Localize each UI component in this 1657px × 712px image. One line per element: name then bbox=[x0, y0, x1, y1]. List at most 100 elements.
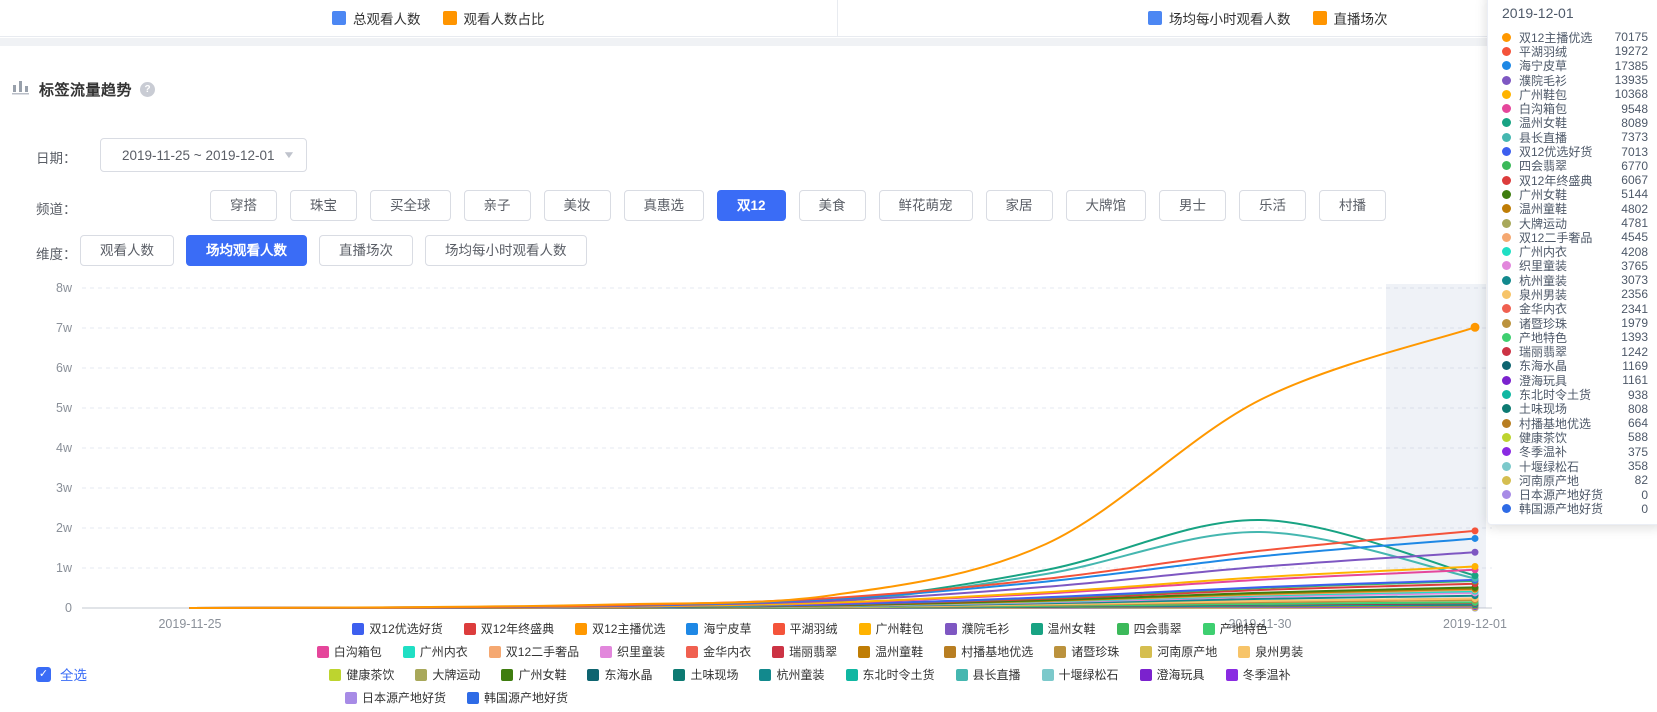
legend-item-韩国源产地好货[interactable]: 韩国源产地好货 bbox=[467, 689, 568, 706]
channel-button-买全球[interactable]: 买全球 bbox=[370, 190, 451, 221]
legend-item-广州内衣[interactable]: 广州内衣 bbox=[402, 643, 468, 660]
tooltip-series-name: 平湖羽绒 bbox=[1519, 44, 1568, 59]
legend-item-温州女鞋[interactable]: 温州女鞋 bbox=[1030, 620, 1096, 637]
legend-item-双12年终盛典[interactable]: 双12年终盛典 bbox=[463, 620, 554, 637]
channel-filter-label: 频道： bbox=[36, 202, 77, 217]
tooltip-series-value: 2341 bbox=[1621, 301, 1648, 316]
checkbox-check-icon[interactable]: ✓ bbox=[36, 666, 51, 682]
series-dot bbox=[1502, 504, 1511, 514]
tooltip-series-value: 7013 bbox=[1621, 144, 1648, 159]
legend-item-东北时令土货[interactable]: 东北时令土货 bbox=[845, 666, 935, 683]
channel-button-亲子[interactable]: 亲子 bbox=[463, 190, 531, 221]
legend-item-十堰绿松石[interactable]: 十堰绿松石 bbox=[1041, 666, 1119, 683]
legend-item-广州女鞋[interactable]: 广州女鞋 bbox=[501, 666, 566, 683]
dimension-button-场均观看人数[interactable]: 场均观看人数 bbox=[186, 235, 307, 266]
channel-button-男士[interactable]: 男士 bbox=[1159, 190, 1227, 221]
legend-item-产地特色[interactable]: 产地特色 bbox=[1202, 620, 1268, 637]
legend-item-双12主播优选[interactable]: 双12主播优选 bbox=[575, 620, 665, 637]
legend-item-土味现场[interactable]: 土味现场 bbox=[673, 666, 738, 683]
help-icon[interactable]: ? bbox=[140, 81, 156, 97]
channel-button-家居[interactable]: 家居 bbox=[985, 190, 1053, 221]
tooltip-row: 十堰绿松石 358 bbox=[1502, 459, 1648, 474]
legend-item[interactable]: 观看人数占比 bbox=[442, 8, 545, 28]
legend-item-双12优选好货[interactable]: 双12优选好货 bbox=[352, 620, 443, 637]
tooltip-series-name: 广州女鞋 bbox=[1519, 187, 1568, 202]
series-dot bbox=[1502, 289, 1511, 299]
legend-swatch bbox=[1148, 11, 1162, 25]
channel-button-穿搭[interactable]: 穿搭 bbox=[210, 190, 277, 221]
legend-item[interactable]: 直播场次 bbox=[1312, 8, 1388, 28]
legend-label: 广州女鞋 bbox=[518, 668, 567, 682]
tooltip-series-value: 1979 bbox=[1621, 316, 1648, 331]
legend-label: 冬季温补 bbox=[1242, 668, 1291, 682]
legend-item-四会翡翠[interactable]: 四会翡翠 bbox=[1116, 620, 1182, 637]
legend-swatch bbox=[1116, 622, 1129, 635]
legend-item-诸暨珍珠[interactable]: 诸暨珍珠 bbox=[1054, 643, 1119, 660]
legend-item-广州鞋包[interactable]: 广州鞋包 bbox=[858, 620, 924, 637]
legend-item-白沟箱包[interactable]: 白沟箱包 bbox=[316, 643, 382, 660]
channel-button-美妆[interactable]: 美妆 bbox=[543, 190, 611, 221]
legend-item-织里童装[interactable]: 织里童装 bbox=[600, 643, 665, 660]
tooltip-series-name: 诸暨珍珠 bbox=[1519, 316, 1568, 331]
dimension-button-直播场次[interactable]: 直播场次 bbox=[319, 235, 413, 266]
legend-item-平湖羽绒[interactable]: 平湖羽绒 bbox=[772, 620, 838, 637]
series-dot bbox=[1502, 304, 1511, 314]
channel-button-双12[interactable]: 双12 bbox=[717, 190, 786, 221]
tooltip-series-name: 杭州童装 bbox=[1519, 273, 1568, 288]
legend-item-瑞丽翡翠[interactable]: 瑞丽翡翠 bbox=[772, 643, 837, 660]
legend-item-县长直播[interactable]: 县长直播 bbox=[955, 666, 1021, 683]
legend-item-温州童鞋[interactable]: 温州童鞋 bbox=[858, 643, 923, 660]
channel-button-真惠选[interactable]: 真惠选 bbox=[623, 190, 704, 221]
legend-item-日本源产地好货[interactable]: 日本源产地好货 bbox=[345, 689, 446, 706]
select-all-checkbox[interactable]: ✓ 全选 bbox=[36, 664, 87, 684]
legend-item-海宁皮草[interactable]: 海宁皮草 bbox=[686, 620, 752, 637]
series-dot bbox=[1502, 46, 1511, 56]
legend-label: 杭州童装 bbox=[776, 668, 825, 682]
legend-item-双12二手奢品[interactable]: 双12二手奢品 bbox=[488, 643, 579, 660]
tooltip-row: 健康茶饮 588 bbox=[1502, 430, 1648, 445]
legend-item-澄海玩具[interactable]: 澄海玩具 bbox=[1139, 666, 1205, 683]
legend-item-村播基地优选[interactable]: 村播基地优选 bbox=[944, 643, 1033, 660]
channel-button-大牌馆[interactable]: 大牌馆 bbox=[1065, 190, 1147, 221]
dimension-button-观看人数[interactable]: 观看人数 bbox=[80, 235, 174, 266]
tooltip-series-value: 4545 bbox=[1621, 230, 1648, 245]
legend-item-河南原产地[interactable]: 河南原产地 bbox=[1140, 643, 1217, 660]
tooltip-row: 海宁皮草 17385 bbox=[1502, 59, 1648, 73]
legend-swatch bbox=[1041, 668, 1054, 681]
series-dot bbox=[1502, 275, 1511, 285]
legend-item-冬季温补[interactable]: 冬季温补 bbox=[1225, 666, 1291, 683]
date-range-select[interactable]: 2019-11-25 ~ 2019-12-01 ▼ bbox=[100, 138, 307, 172]
series-line-双12主播优选[interactable] bbox=[189, 326, 1476, 609]
legend-item-大牌运动[interactable]: 大牌运动 bbox=[415, 666, 480, 683]
select-all-label[interactable]: 全选 bbox=[60, 668, 87, 683]
tooltip-series-name: 四会翡翠 bbox=[1519, 159, 1568, 174]
tooltip-row: 土味现场 808 bbox=[1502, 402, 1648, 416]
channel-button-村播[interactable]: 村播 bbox=[1319, 190, 1387, 221]
line-chart[interactable]: 0 1w 2w 3w 4w 5w 6w 7w 8w 2019-11-25 2019-11-30 201… bbox=[0, 278, 1520, 640]
legend-label: 温州女鞋 bbox=[1047, 622, 1096, 636]
tooltip-series-value: 375 bbox=[1627, 444, 1648, 459]
series-dot bbox=[1502, 390, 1511, 400]
channel-button-美食[interactable]: 美食 bbox=[798, 190, 866, 221]
series-dot bbox=[1502, 189, 1511, 199]
series-dot bbox=[1502, 61, 1511, 71]
legend-item[interactable]: 场均每小时观看人数 bbox=[1148, 8, 1291, 28]
channel-button-珠宝[interactable]: 珠宝 bbox=[290, 190, 357, 221]
channel-button-乐活[interactable]: 乐活 bbox=[1239, 190, 1307, 221]
legend-item[interactable]: 总观看人数 bbox=[332, 8, 421, 28]
tooltip-series-name: 大牌运动 bbox=[1519, 216, 1568, 231]
legend-item-东海水晶[interactable]: 东海水晶 bbox=[587, 666, 652, 683]
legend-item-泉州男装[interactable]: 泉州男装 bbox=[1238, 643, 1303, 660]
legend-item-健康茶饮[interactable]: 健康茶饮 bbox=[329, 666, 394, 683]
series-dot bbox=[1502, 247, 1511, 257]
legend-item-杭州童装[interactable]: 杭州童装 bbox=[759, 666, 825, 683]
legend-item-金华内衣[interactable]: 金华内衣 bbox=[686, 643, 751, 660]
legend-item-濮院毛衫[interactable]: 濮院毛衫 bbox=[944, 620, 1010, 637]
series-dot bbox=[1502, 32, 1511, 42]
channel-button-鲜花萌宠[interactable]: 鲜花萌宠 bbox=[878, 190, 973, 221]
legend-swatch bbox=[442, 11, 457, 25]
tooltip-series-value: 664 bbox=[1627, 416, 1648, 431]
dimension-button-场均每小时观看人数[interactable]: 场均每小时观看人数 bbox=[425, 235, 587, 266]
series-dot bbox=[1502, 218, 1511, 228]
tooltip-series-value: 0 bbox=[1641, 501, 1648, 516]
